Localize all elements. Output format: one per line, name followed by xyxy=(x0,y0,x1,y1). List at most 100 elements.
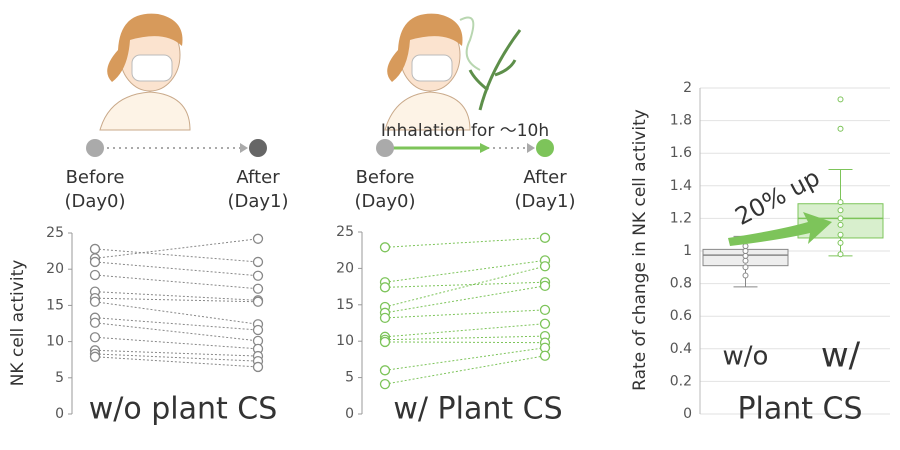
y-tick-label: 0.6 xyxy=(670,308,692,324)
point xyxy=(742,243,749,250)
y-tick-label: 10 xyxy=(46,334,64,350)
y-axis-label: NK cell activity xyxy=(8,260,28,387)
y-tick-label: 0 xyxy=(683,406,692,422)
annotation-arrow xyxy=(728,212,832,246)
category-sublabel: (Day1) xyxy=(514,191,575,212)
y-tick-label: 20 xyxy=(46,261,64,277)
y-tick-label: 0.8 xyxy=(670,276,692,292)
pair-line xyxy=(94,336,259,350)
chart-title: w/ Plant CS xyxy=(393,392,562,427)
chart-title: w/o plant CS xyxy=(89,392,278,427)
arrowhead xyxy=(480,143,490,153)
point xyxy=(742,248,749,254)
category-sublabel: (Day1) xyxy=(227,191,288,212)
y-tick-label: 20 xyxy=(336,260,354,276)
point xyxy=(252,324,264,336)
y-axis-label: Rate of change in NK cell activity xyxy=(630,109,650,391)
point xyxy=(89,256,101,268)
pair-line xyxy=(384,265,546,308)
point xyxy=(837,251,844,258)
y-tick-label: 25 xyxy=(336,224,354,240)
point xyxy=(837,231,844,238)
timeline-dot xyxy=(376,139,394,157)
y-tick-label: 5 xyxy=(55,370,64,386)
illustration-woman-plant xyxy=(384,13,522,131)
pair-line xyxy=(384,341,546,344)
pair-line xyxy=(94,317,259,331)
pair-line xyxy=(384,323,546,338)
y-tick-label: 15 xyxy=(336,297,354,313)
pair-line xyxy=(94,353,259,362)
point xyxy=(742,252,749,259)
point xyxy=(89,243,101,255)
arrowhead xyxy=(527,143,535,153)
point xyxy=(252,361,264,373)
pair-line xyxy=(94,297,259,303)
y-tick-label: 10 xyxy=(336,333,354,349)
point xyxy=(742,272,749,279)
y-tick-label: 1.2 xyxy=(670,210,692,226)
category-label: Before xyxy=(66,167,125,188)
pair-line xyxy=(384,335,546,341)
point xyxy=(539,261,551,272)
y-tick-label: 5 xyxy=(345,370,354,386)
point xyxy=(379,242,391,253)
point xyxy=(837,239,844,246)
point xyxy=(89,269,101,281)
point xyxy=(89,351,101,362)
point xyxy=(837,199,844,206)
pair-line xyxy=(384,237,546,248)
y-tick-label: 1.8 xyxy=(670,113,692,129)
outlier xyxy=(837,125,844,132)
point xyxy=(379,365,391,376)
pair-line xyxy=(94,356,259,368)
pair-line xyxy=(94,291,259,301)
x-axis-label: Plant CS xyxy=(737,392,862,427)
category-label: After xyxy=(523,167,567,188)
category-sublabel: (Day0) xyxy=(354,191,415,212)
y-tick-label: 0.4 xyxy=(670,341,692,357)
arrowhead xyxy=(240,143,248,153)
y-tick-label: 1 xyxy=(683,243,692,259)
pair-line xyxy=(94,274,259,290)
pair-line xyxy=(384,355,546,385)
pair-line xyxy=(94,301,259,325)
point xyxy=(252,283,264,294)
point xyxy=(539,350,551,361)
category-label: w/o xyxy=(723,342,769,372)
y-tick-label: 25 xyxy=(46,225,64,241)
pair-line xyxy=(384,259,546,283)
pair-line xyxy=(94,349,259,357)
y-tick-label: 1.6 xyxy=(670,145,692,161)
point xyxy=(379,336,391,348)
point xyxy=(837,215,844,222)
pair-line xyxy=(94,248,259,263)
point xyxy=(379,379,391,390)
point xyxy=(89,317,101,328)
outlier xyxy=(837,96,844,103)
y-tick-label: 0 xyxy=(345,406,354,422)
point xyxy=(837,207,844,214)
pair-line xyxy=(94,238,259,259)
pair-line xyxy=(94,261,259,277)
point xyxy=(379,312,391,324)
point xyxy=(539,232,551,243)
point xyxy=(539,304,551,316)
point xyxy=(252,233,264,244)
pair-line xyxy=(94,322,259,342)
pair-line xyxy=(384,285,546,314)
category-label: Before xyxy=(356,167,415,188)
pair-line xyxy=(384,309,546,319)
point xyxy=(837,221,844,228)
point xyxy=(539,280,551,292)
point xyxy=(742,257,749,264)
point xyxy=(379,282,391,293)
annotation: Inhalation for ～10h xyxy=(381,121,549,141)
timeline-dot xyxy=(536,139,554,157)
point xyxy=(89,296,101,307)
pair-line xyxy=(384,347,546,371)
y-tick-label: 1.4 xyxy=(670,178,692,194)
